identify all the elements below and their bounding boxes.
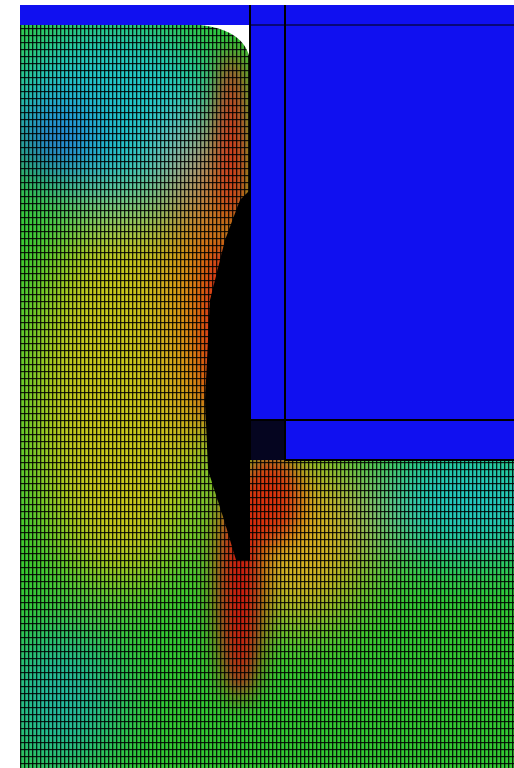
- tool-corner: [250, 420, 285, 460]
- tool-lip: [285, 420, 514, 460]
- top-plate: [20, 5, 514, 25]
- void-gap: [205, 190, 250, 560]
- tool-body: [250, 25, 514, 420]
- corner-gap: [200, 25, 250, 60]
